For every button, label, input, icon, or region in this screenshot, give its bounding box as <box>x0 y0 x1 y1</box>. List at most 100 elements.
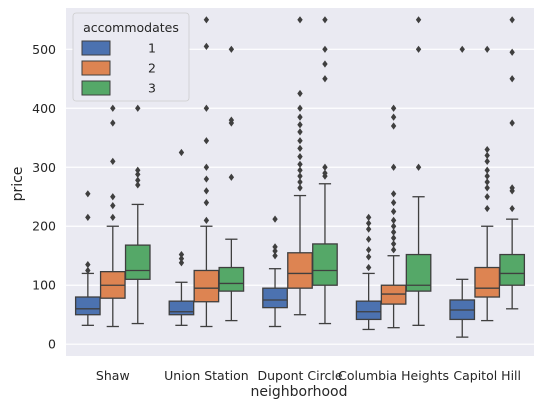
box-group-1-union-station <box>168 148 195 326</box>
x-axis-label: neighborhood <box>251 384 348 400</box>
outlier-point <box>178 148 185 157</box>
outlier-point <box>322 16 328 24</box>
outlier-point <box>203 175 210 183</box>
box-group-1-dupont-circle <box>262 215 288 328</box>
box <box>168 300 195 316</box>
outlier-point <box>390 122 397 130</box>
outlier-point <box>203 104 210 112</box>
outlier-point <box>365 235 372 243</box>
outlier-point <box>390 222 397 230</box>
outlier-point <box>415 45 422 53</box>
y-tick-label: 300 <box>32 160 56 175</box>
legend-title: accommodates <box>83 20 179 35</box>
outlier-point <box>203 137 210 145</box>
box-group-3-dupont-circle <box>312 16 338 325</box>
box-group-1-shaw <box>74 190 101 326</box>
box <box>74 296 101 316</box>
outlier-point <box>390 216 397 224</box>
legend-label-3: 3 <box>148 81 156 96</box>
outlier-point <box>509 16 515 24</box>
legend-label-2: 2 <box>148 61 156 76</box>
outlier-point <box>297 184 303 192</box>
outlier-point <box>110 201 116 210</box>
outlier-point <box>509 184 515 192</box>
outlier-point <box>228 173 235 181</box>
outlier-point <box>178 255 185 263</box>
x-tick-label: Dupont Circle <box>257 368 342 383</box>
outlier-point <box>203 216 210 224</box>
outlier-point <box>297 178 303 186</box>
outlier-point <box>322 75 328 83</box>
box <box>499 253 526 286</box>
outlier-point <box>203 199 210 207</box>
outlier-point <box>484 178 490 186</box>
y-tick-label: 200 <box>32 219 56 234</box>
outlier-point <box>390 228 397 236</box>
outlier-point <box>203 16 210 24</box>
outlier-point <box>390 113 397 121</box>
outlier-point <box>322 169 328 177</box>
outlier-point <box>365 213 372 221</box>
outlier-point <box>509 75 515 83</box>
outlier-point <box>390 190 397 198</box>
outlier-point <box>297 153 303 161</box>
box-group-1-columbia-heights <box>355 213 382 331</box>
outlier-point <box>85 190 91 198</box>
outlier-point <box>484 184 490 192</box>
outlier-point <box>390 234 397 242</box>
outlier-point <box>135 166 141 174</box>
outlier-point <box>203 163 210 171</box>
box-group-2-capitol-hill <box>474 45 501 322</box>
outlier-point <box>484 172 490 180</box>
legend-swatch-1 <box>81 40 111 56</box>
outlier-point <box>178 250 185 259</box>
outlier-point <box>509 204 515 213</box>
outlier-point <box>228 116 235 124</box>
outlier-point <box>110 193 116 201</box>
outlier-point <box>459 45 465 53</box>
outlier-point <box>297 172 303 180</box>
outlier-point <box>135 170 141 178</box>
box-group-2-shaw <box>99 104 126 328</box>
outlier-point <box>297 113 303 121</box>
outlier-point <box>178 259 185 267</box>
outlier-point <box>85 260 91 269</box>
outlier-point <box>297 89 303 98</box>
box-series <box>74 16 526 338</box>
outlier-point <box>272 252 278 260</box>
outlier-point <box>390 163 397 171</box>
box <box>193 269 220 303</box>
outlier-point <box>484 45 490 53</box>
outlier-point <box>509 119 515 127</box>
outlier-point <box>365 225 372 233</box>
outlier-point <box>484 204 490 213</box>
outlier-point <box>415 16 422 24</box>
outlier-point <box>484 145 490 154</box>
legend-items: 1 2 3 <box>81 40 156 96</box>
outlier-point <box>484 157 490 165</box>
box <box>218 266 245 292</box>
outlier-point <box>297 104 303 112</box>
outlier-point <box>297 144 303 152</box>
outlier-point <box>322 45 328 53</box>
outlier-point <box>390 199 397 207</box>
outlier-point <box>203 42 210 50</box>
outlier-point <box>390 246 397 254</box>
outlier-point <box>135 104 141 112</box>
outlier-point <box>272 243 278 251</box>
box-group-2-columbia-heights <box>380 104 407 329</box>
outlier-point <box>110 119 116 127</box>
outlier-point <box>365 246 372 254</box>
outlier-point <box>272 247 278 255</box>
outlier-point <box>110 157 116 165</box>
outlier-point <box>322 163 328 171</box>
box-group-3-capitol-hill <box>499 16 526 310</box>
y-axis-label: price <box>10 167 26 202</box>
y-tick-label: 500 <box>32 42 56 57</box>
outlier-point <box>135 181 141 189</box>
x-tick-label: Shaw <box>96 368 130 383</box>
box-group-3-shaw <box>124 104 151 325</box>
outlier-point <box>509 48 515 56</box>
